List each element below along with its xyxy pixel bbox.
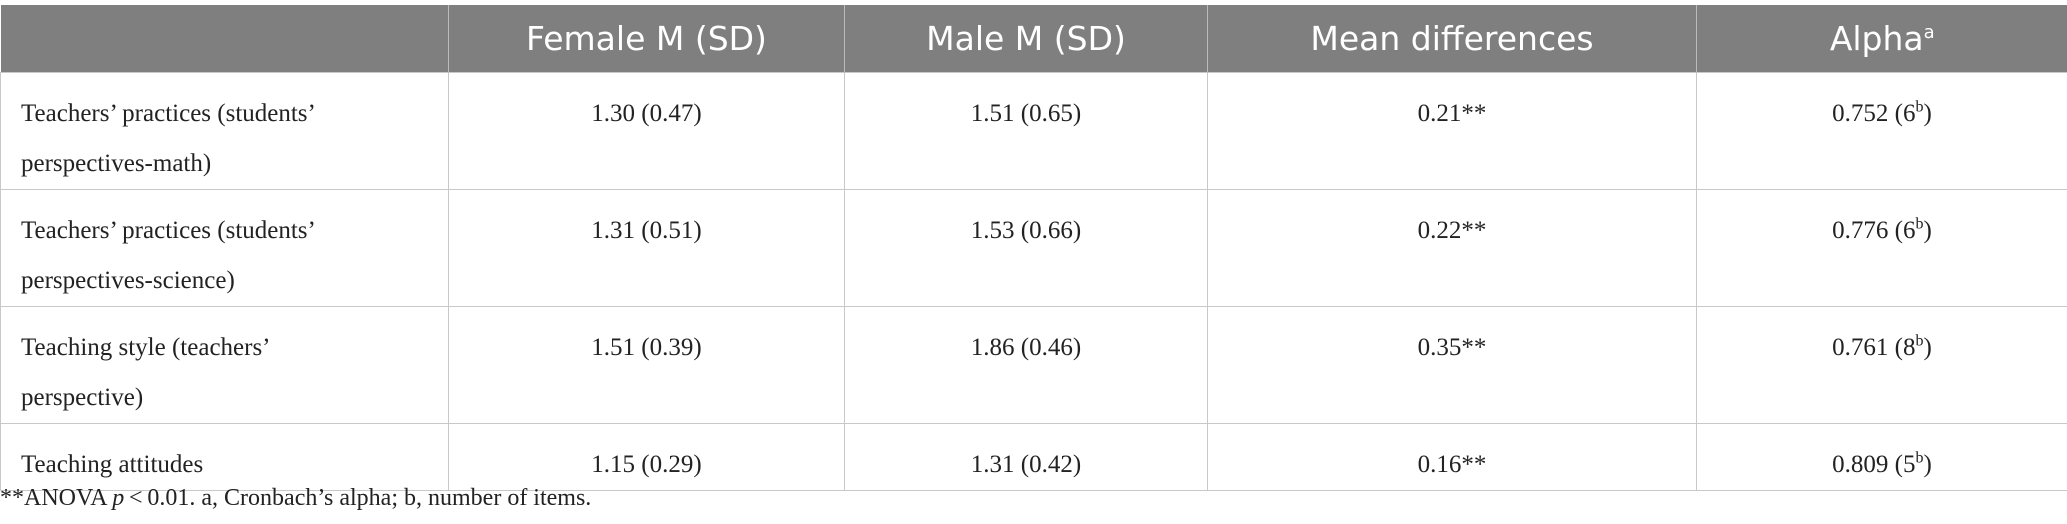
cell-superscript: b <box>1915 449 1924 467</box>
value-cell: 1.31 (0.51) <box>448 189 845 307</box>
value-cell: 1.51 (0.65) <box>844 72 1208 190</box>
cell-text: 0.16** <box>1417 451 1487 478</box>
row-label-cell: Teachers’ practices (students’ perspecti… <box>0 189 449 307</box>
table-row: Teachers’ practices (students’ perspecti… <box>0 189 2067 307</box>
value-cell: 0.16** <box>1207 423 1697 491</box>
value-cell: 0.776 (6b) <box>1696 189 2067 307</box>
row-label-cell: Teaching attitudes <box>0 423 449 491</box>
cell-text: 1.30 (0.47) <box>591 100 702 127</box>
header-text: Mean differences <box>1310 19 1594 58</box>
table-row: Teaching attitudes 1.15 (0.29) 1.31 (0.42)… <box>0 423 2067 491</box>
cell-text: ) <box>1923 100 1932 127</box>
cell-text: 0.776 (6 <box>1832 217 1916 244</box>
header-text: Male M (SD) <box>926 19 1126 58</box>
value-cell: 1.15 (0.29) <box>448 423 845 491</box>
value-cell: 1.51 (0.39) <box>448 306 845 424</box>
value-cell: 1.31 (0.42) <box>844 423 1208 491</box>
footnote-text: < 0.01. a, Cronbach’s alpha; b, number o… <box>124 485 592 511</box>
row-label: Teachers’ practices (students’ perspecti… <box>21 100 315 177</box>
cell-text: 1.51 (0.39) <box>591 334 702 361</box>
header-cell: Alphaa <box>1696 5 2067 73</box>
header-row: Female M (SD) Male M (SD) Mean differences… <box>0 5 2067 73</box>
header-cell: Female M (SD) <box>448 5 845 73</box>
cell-superscript: b <box>1915 332 1924 350</box>
cell-text: 1.51 (0.65) <box>970 100 1082 127</box>
row-label-cell: Teaching style (teachers’ perspective) <box>0 306 449 424</box>
footnote: **ANOVA p < 0.01. a, Cronbach’s alpha; b… <box>0 485 591 512</box>
row-label: Teaching style (teachers’ perspective) <box>21 334 269 411</box>
row-label: Teaching attitudes <box>21 451 204 478</box>
header-cell: Male M (SD) <box>844 5 1208 73</box>
cell-text: ) <box>1923 334 1932 361</box>
cell-text: 1.15 (0.29) <box>591 451 702 478</box>
value-cell: 1.86 (0.46) <box>844 306 1208 424</box>
cell-text: 0.22** <box>1417 217 1487 244</box>
cell-text: 1.31 (0.51) <box>591 217 702 244</box>
header-text: Alpha <box>1829 19 1924 58</box>
cell-text: 1.31 (0.42) <box>970 451 1082 478</box>
value-cell: 0.21** <box>1207 72 1697 190</box>
cell-text: 0.21** <box>1417 100 1487 127</box>
row-label: Teachers’ practices (students’ perspecti… <box>21 217 315 294</box>
value-cell: 0.752 (6b) <box>1696 72 2067 190</box>
table-row: Teaching style (teachers’ perspective) 1.… <box>0 306 2067 424</box>
value-cell: 1.30 (0.47) <box>448 72 845 190</box>
cell-text: 0.809 (5 <box>1832 451 1916 478</box>
header-cell: Mean differences <box>1207 5 1697 73</box>
cell-text: ) <box>1923 217 1932 244</box>
header-superscript: a <box>1923 22 1935 43</box>
table-row: Teachers’ practices (students’ perspecti… <box>0 72 2067 190</box>
cell-text: 1.86 (0.46) <box>970 334 1082 361</box>
cell-text: 0.35** <box>1417 334 1487 361</box>
header-cell <box>0 5 449 73</box>
value-cell: 0.761 (8b) <box>1696 306 2067 424</box>
cell-text: 1.53 (0.66) <box>970 217 1082 244</box>
cell-text: ) <box>1923 451 1932 478</box>
footnote-text: **ANOVA <box>0 485 113 511</box>
cell-text: 0.761 (8 <box>1832 334 1916 361</box>
value-cell: 0.22** <box>1207 189 1697 307</box>
value-cell: 0.809 (5b) <box>1696 423 2067 491</box>
value-cell: 1.53 (0.66) <box>844 189 1208 307</box>
footnote-italic: p <box>112 485 125 511</box>
cell-superscript: b <box>1915 215 1924 233</box>
data-table: Female M (SD) Male M (SD) Mean differences… <box>0 5 2067 491</box>
value-cell: 0.35** <box>1207 306 1697 424</box>
header-text: Female M (SD) <box>526 19 767 58</box>
row-label-cell: Teachers’ practices (students’ perspecti… <box>0 72 449 190</box>
cell-text: 0.752 (6 <box>1832 100 1916 127</box>
cell-superscript: b <box>1915 98 1924 116</box>
